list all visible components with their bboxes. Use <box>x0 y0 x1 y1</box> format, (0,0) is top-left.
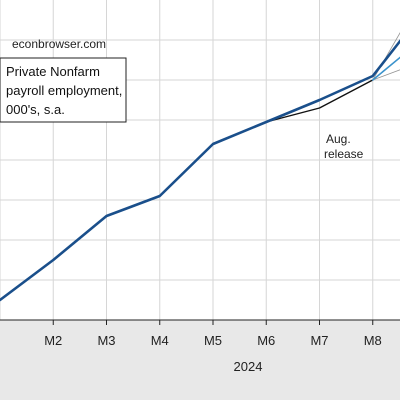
x-tick-label: M3 <box>97 333 115 348</box>
x-tick-label: M5 <box>204 333 222 348</box>
legend: Private Nonfarm payroll employment, 000'… <box>0 57 127 123</box>
legend-box <box>0 57 127 123</box>
legend-line-1: Private Nonfarm <box>6 64 100 79</box>
watermark: econbrowser.com <box>12 37 106 51</box>
x-tick-label: M6 <box>257 333 275 348</box>
legend-line-3: 000's, s.a. <box>6 102 65 117</box>
x-year-label: 2024 <box>234 359 263 374</box>
x-ticks: M2M3M4M5M6M7M8M9 <box>44 320 382 348</box>
annotation-aug-line-2: release <box>324 147 364 161</box>
series-line-forecast-central <box>371 56 400 81</box>
series-line-aug-release <box>265 79 374 123</box>
x-tick-label: M4 <box>151 333 169 348</box>
x-tick-label: M2 <box>44 333 62 348</box>
series-line-current <box>0 39 400 302</box>
series-line-forecast-lower <box>372 69 400 81</box>
series-layer <box>0 32 400 302</box>
x-tick-label: M7 <box>310 333 328 348</box>
x-tick-label: M8 <box>364 333 382 348</box>
annotation-aug-line-1: Aug. <box>326 132 351 146</box>
legend-line-2: payroll employment, <box>6 83 122 98</box>
